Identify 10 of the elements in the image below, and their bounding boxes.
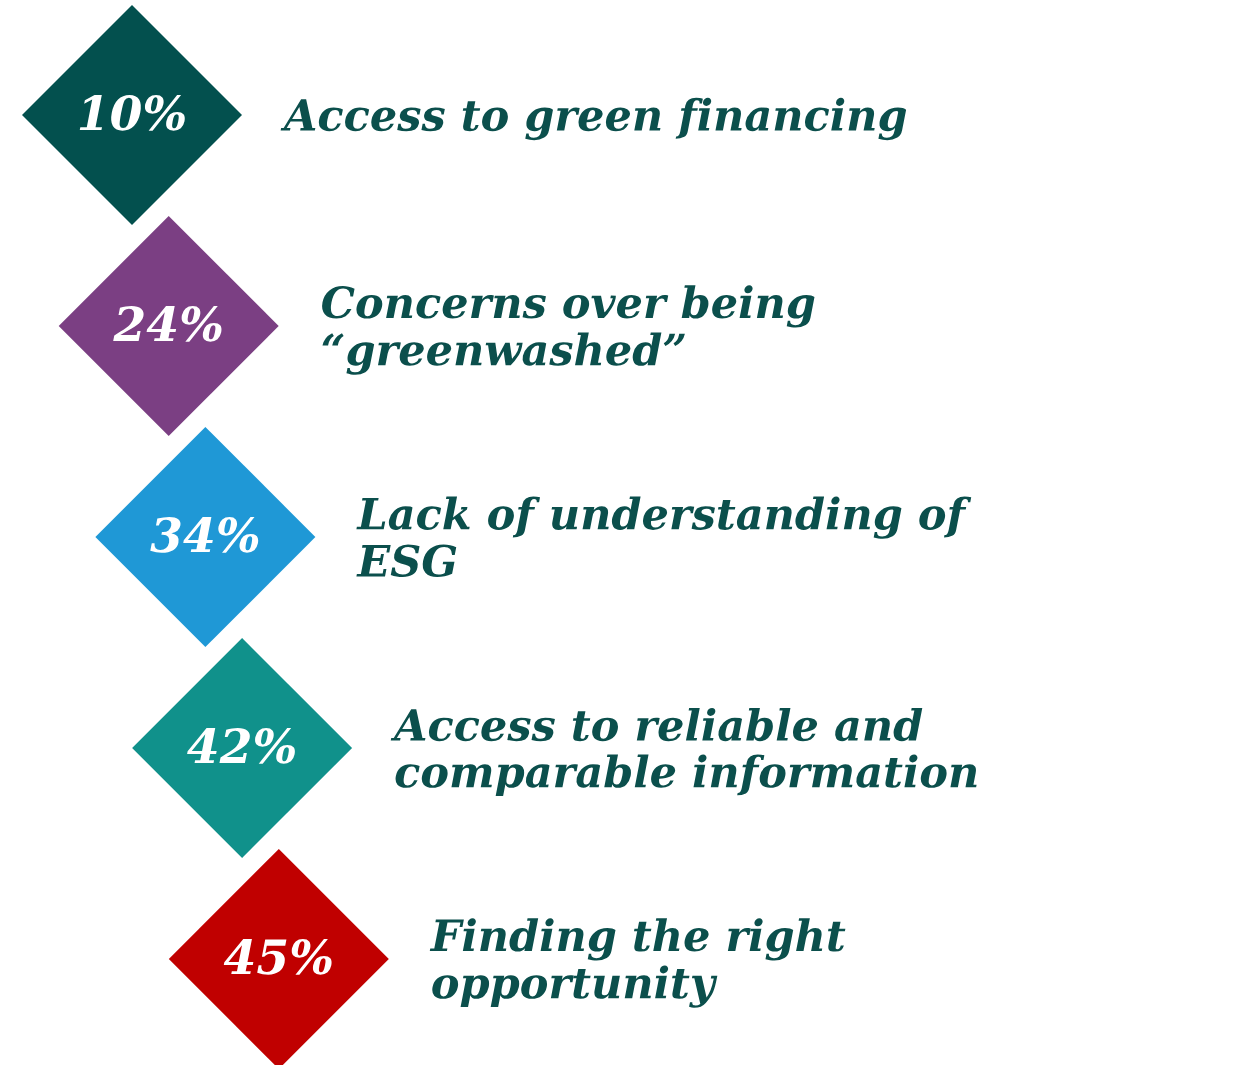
category-label: Concerns over being “greenwashed” [322, 285, 815, 375]
data-label: 10% [79, 94, 185, 131]
category-label: Lack of understanding of ESG [356, 496, 972, 578]
data-label: 42% [187, 727, 295, 764]
data-label: 24% [113, 305, 222, 342]
data-label: 45% [223, 938, 332, 975]
data-label: 34% [150, 516, 259, 553]
category-label: Access to reliable and comparable information [390, 707, 977, 797]
category-label: Finding the right opportunity [429, 918, 846, 1008]
category-label: Access to green financing [280, 97, 907, 141]
